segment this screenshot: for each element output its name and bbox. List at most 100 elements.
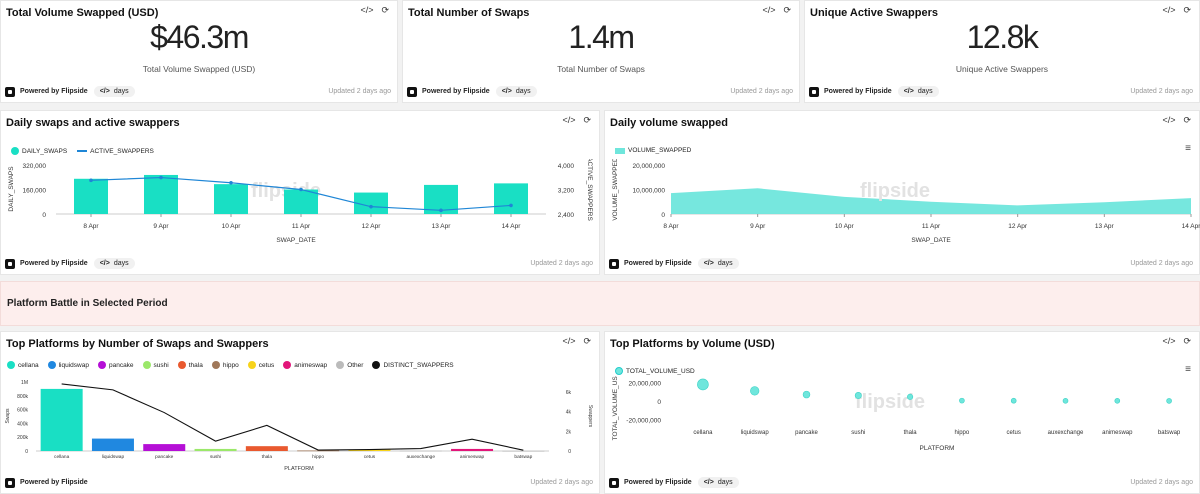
x-tick-label: 10 Apr [222,223,242,230]
x-tick-label: 12 Apr [1008,223,1028,230]
powered-by[interactable]: Powered by Flipside [20,88,88,95]
x-tick-label: thala [904,430,918,436]
y-tick-label: 160,000 [23,188,47,195]
kpi-card-volume: Total Volume Swapped (USD) </> ⟳ $46.3m T… [0,0,398,103]
days-pill[interactable]: </> days [495,86,537,97]
x-tick-label: 11 Apr [922,223,941,230]
chart-card-platform-swaps: Top Platforms by Number of Swaps and Swa… [0,331,600,494]
legend-item[interactable]: DISTINCT_SWAPPERS [372,361,454,369]
point-total-volume [854,392,862,399]
updated-text: Updated 2 days ago [530,260,593,267]
chart-title: Top Platforms by Volume (USD) [610,338,775,350]
hamburger-menu-icon[interactable]: ≡ [1185,143,1191,154]
legend-item[interactable]: TOTAL_VOLUME_USD [615,367,695,375]
legend-item[interactable]: VOLUME_SWAPPED [615,147,691,154]
hamburger-menu-icon[interactable]: ≡ [1185,364,1191,375]
days-pill[interactable]: </> days [93,86,135,97]
x-tick-label: cellana [54,454,70,460]
legend-item[interactable]: thala [177,361,203,369]
y-tick-label: 1M [21,380,28,386]
days-pill[interactable]: </> days [697,477,739,488]
refresh-icon[interactable]: ⟳ [1183,5,1191,15]
pill-label: days [515,88,531,95]
legend-item[interactable]: hippo [211,361,239,369]
bar-swaps [399,450,442,452]
x-tick-label: sushi [851,430,865,436]
point-total-volume [802,390,811,399]
x-tick-label: 10 Apr [835,223,855,230]
legend-item[interactable]: DAILY_SWAPS [11,147,67,155]
y2-axis-title: Swappers [587,405,593,428]
y2-tick-label: 0 [568,449,571,455]
code-icon[interactable]: </> [762,5,776,15]
point-total-volume [1166,398,1172,404]
powered-by[interactable]: Powered by Flipside [422,88,490,95]
code-icon[interactable]: </> [562,336,576,346]
chart-card-daily-volume: Daily volume swapped </> ⟳ ≡ VOLUME_SWAPP… [604,110,1200,275]
legend-item[interactable]: pancake [97,361,134,369]
powered-by[interactable]: Powered by Flipside [20,260,88,267]
code-icon[interactable]: </> [1162,5,1176,15]
days-pill[interactable]: </> days [697,258,739,269]
y-tick-label: 600k [17,408,28,414]
days-pill[interactable]: </> days [93,258,135,269]
legend-item[interactable]: animeswap [283,361,327,369]
legend-item[interactable]: cetus [247,361,274,369]
x-tick-label: liquidswap [741,430,770,436]
pill-label: days [113,260,129,267]
refresh-icon[interactable]: ⟳ [381,5,389,15]
pill-label: days [717,479,733,486]
powered-by[interactable]: Powered by Flipside [624,479,692,486]
section-banner: Platform Battle in Selected Period [0,281,1200,326]
legend-item[interactable]: cellana [7,361,39,369]
point-total-volume [697,378,709,391]
x-tick-label: cetus [1007,430,1021,436]
refresh-icon[interactable]: ⟳ [583,115,591,125]
powered-by[interactable]: Powered by Flipside [824,88,892,95]
bar-swaps [502,450,545,452]
code-icon[interactable]: </> [360,5,374,15]
x-axis-title: PLATFORM [284,466,314,472]
point-active-swappers [89,178,93,183]
y-axis-title: Swaps [5,408,11,424]
code-icon: </> [703,260,714,267]
chart-legend: TOTAL_VOLUME_USD [615,367,695,375]
legend-item[interactable]: sushi [142,361,169,369]
kpi-subtitle: Total Volume Swapped (USD) [142,64,256,74]
refresh-icon[interactable]: ⟳ [583,336,591,346]
bar-swaps [245,446,288,451]
legend-item[interactable]: liquidswap [47,361,89,369]
x-tick-label: 8 Apr [83,223,99,230]
powered-by[interactable]: Powered by Flipside [624,260,692,267]
y-tick-label: 20,000,000 [632,163,665,170]
x-axis-title: PLATFORM [920,445,955,452]
point-total-volume [1114,398,1121,404]
y-tick-label: 0 [42,212,46,219]
bar-daily-swaps [144,174,178,214]
code-icon[interactable]: </> [1162,336,1176,346]
bar-daily-swaps [354,192,388,214]
y-tick-label: 0 [25,449,28,455]
x-tick-label: cetus [364,454,376,460]
bar-swaps [91,438,134,451]
refresh-icon[interactable]: ⟳ [1183,115,1191,125]
x-tick-label: hippo [955,430,970,436]
legend-item[interactable]: ACTIVE_SWAPPERS [77,148,154,155]
line-distinct-swappers [61,383,524,451]
flipside-logo-icon [5,258,15,269]
x-tick-label: liquidswap [102,454,125,460]
code-icon[interactable]: </> [1162,115,1176,125]
legend-item[interactable]: Other [336,361,363,369]
days-pill[interactable]: </> days [897,86,939,97]
refresh-icon[interactable]: ⟳ [783,5,791,15]
y2-tick-label: 6k [566,390,572,396]
y-axis-title: DAILY_SWAPS [8,166,15,212]
x-tick-label: auxexchange [406,454,435,460]
refresh-icon[interactable]: ⟳ [1183,336,1191,346]
x-tick-label: 14 Apr [502,223,522,230]
code-icon[interactable]: </> [562,115,576,125]
powered-by[interactable]: Powered by Flipside [20,479,88,486]
bar-swaps [451,448,494,451]
kpi-value: $46.3m [150,19,249,55]
bar-swaps [40,388,83,451]
